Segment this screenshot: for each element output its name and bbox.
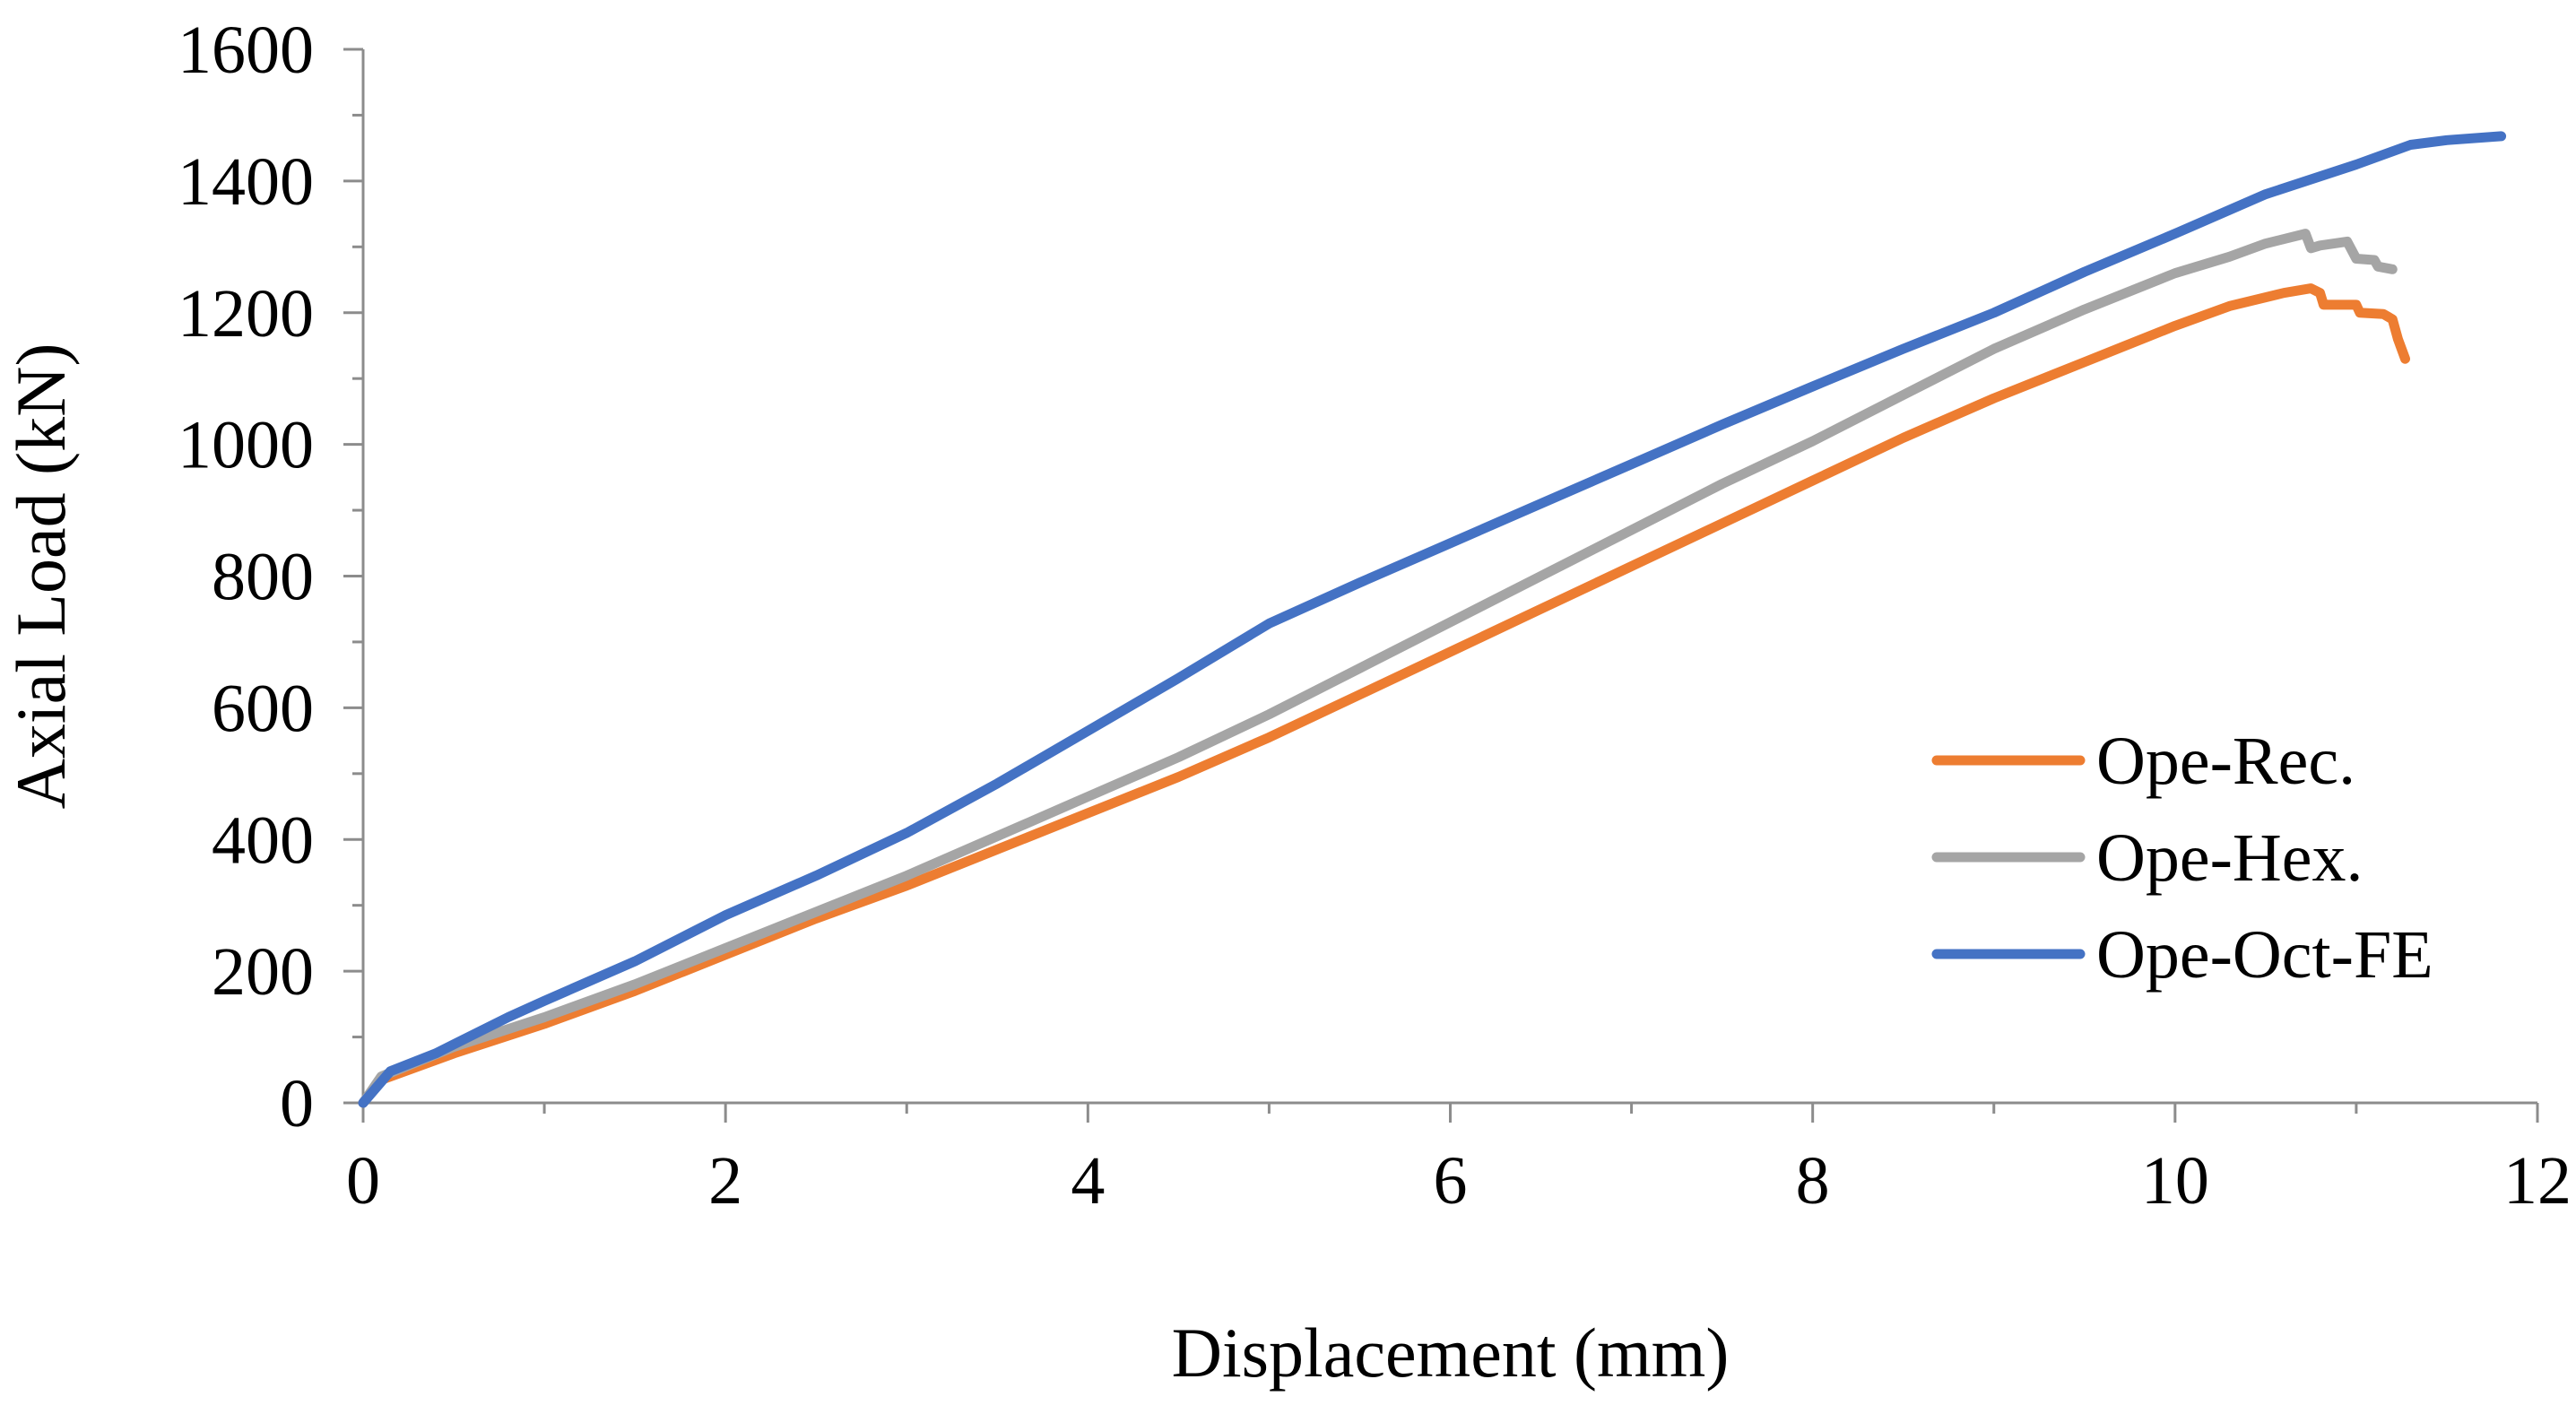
y-tick-label: 1400 xyxy=(178,144,314,220)
x-tick-label: 0 xyxy=(346,1143,380,1219)
x-tick-label: 6 xyxy=(1434,1143,1468,1219)
series-lines xyxy=(358,131,2507,1108)
y-tick-label: 1000 xyxy=(178,408,314,483)
x-ticks: 0 2 4 6 8 10 12 xyxy=(346,1103,2572,1219)
series-line-2 xyxy=(358,131,2507,1108)
y-tick-label: 1200 xyxy=(178,276,314,351)
y-tick-label: 800 xyxy=(212,540,314,615)
x-tick-label: 8 xyxy=(1796,1143,1830,1219)
series-line-1 xyxy=(358,229,2398,1108)
legend: Ope-Rec. Ope-Hex. Ope-Oct-FE xyxy=(1931,724,2433,993)
legend-label: Ope-Rec. xyxy=(2096,724,2355,799)
y-tick-label: 1600 xyxy=(178,13,314,88)
y-tick-label: 200 xyxy=(212,934,314,1010)
x-axis-title: Displacement (mm) xyxy=(1172,1314,1730,1392)
y-ticks: 0 200 400 600 800 1000 1200 1400 1600 xyxy=(178,13,363,1141)
y-tick-label: 600 xyxy=(212,671,314,746)
x-tick-label: 2 xyxy=(708,1143,742,1219)
y-tick-label: 400 xyxy=(212,802,314,878)
y-axis: 0 200 400 600 800 1000 1200 1400 1600 xyxy=(178,13,365,1141)
x-tick-label: 12 xyxy=(2503,1143,2572,1219)
x-tick-label: 4 xyxy=(1071,1143,1105,1219)
legend-label: Ope-Hex. xyxy=(2096,820,2364,896)
x-tick-label: 10 xyxy=(2141,1143,2209,1219)
y-axis-title: Axial Load (kN) xyxy=(2,343,80,810)
x-axis: 0 2 4 6 8 10 12 xyxy=(346,1101,2572,1219)
series-line-0 xyxy=(358,283,2410,1108)
y-tick-label: 0 xyxy=(280,1066,314,1141)
legend-label: Ope-Oct-FE xyxy=(2096,917,2433,993)
